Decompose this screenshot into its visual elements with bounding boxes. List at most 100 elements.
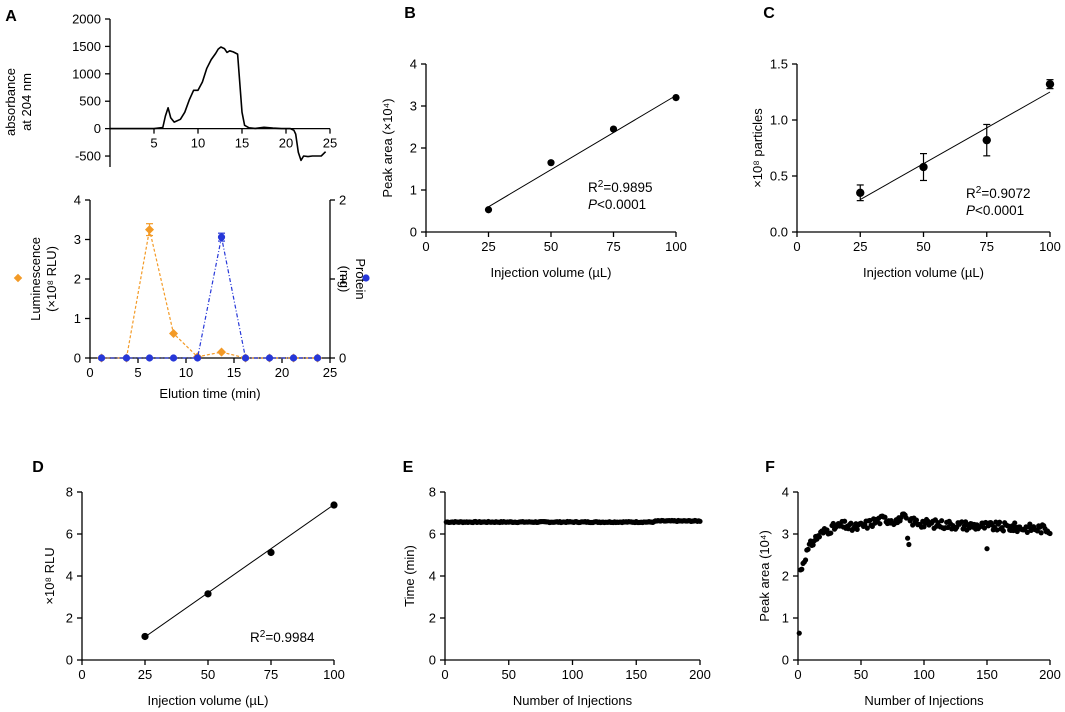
panel-f-point (997, 519, 1003, 525)
panel-c-xlabel: Injection volume (µL) (863, 265, 984, 280)
panel-c-x-tick-label-4: 100 (1039, 239, 1061, 254)
panel-f-point (877, 521, 883, 527)
panel-b-point (672, 94, 680, 102)
a-bottom-x-tick-label-0: 0 (86, 365, 93, 380)
a-bottom-x-tick-label-5: 25 (323, 365, 337, 380)
a-top-y-tick-label-4: 1500 (72, 39, 101, 54)
panel-f-xlabel: Number of Injections (864, 693, 984, 708)
a-bottom-ylabel-1: Luminescence (28, 237, 43, 321)
panel-c-point (856, 188, 865, 197)
panel-c-point (982, 135, 991, 145)
a-bottom-y2-tick-label-1: 1 (339, 272, 346, 287)
panel-c-y-tick-label-2: 1.0 (770, 113, 788, 128)
protein-line (101, 237, 318, 359)
panel-f-point (802, 557, 809, 563)
a-bottom-y-tick-label-1: 1 (74, 311, 81, 326)
panel-d-y-tick-label-0: 0 (66, 653, 73, 668)
panel-c-y-tick-label-1: 0.5 (770, 169, 788, 184)
protein-point (313, 354, 322, 362)
panel-f-point (906, 541, 912, 548)
panel-f-x-tick-label-0: 0 (794, 667, 801, 682)
a-top-x-tick-label-0: 5 (150, 136, 157, 151)
a-bottom-y-tick-label-0: 0 (74, 351, 81, 366)
panel-d-x-tick-label-0: 0 (78, 667, 85, 682)
panel-c-point (919, 162, 928, 172)
panel-f-point (854, 526, 860, 533)
panel-f-point (1047, 530, 1053, 537)
a-bottom-y2-tick-label-0: 0 (339, 351, 346, 366)
panel-b-x-tick-label-2: 50 (544, 239, 558, 254)
panel-c-y-tick-label-3: 1.5 (770, 57, 788, 72)
panel-f-point (799, 566, 805, 572)
panel-f-point (808, 538, 814, 544)
panel-d-xlabel: Injection volume (µL) (148, 693, 269, 708)
panel-d-point (267, 548, 275, 557)
panel-b-fit-line (488, 95, 677, 208)
panel-c-x-tick-label-3: 75 (980, 239, 994, 254)
panel-b-y-tick-label-1: 1 (410, 183, 417, 198)
panel-e-y-tick-label-0: 0 (429, 653, 436, 668)
a-bottom-y-tick-label-3: 3 (74, 232, 81, 247)
panel-d-y-tick-label-2: 4 (66, 569, 73, 584)
panel-f-point (828, 530, 834, 536)
panel-d-x-tick-label-3: 75 (264, 667, 278, 682)
panel-d-x-tick-label-2: 50 (201, 667, 215, 682)
absorbance-trace (110, 46, 327, 162)
protein-point (265, 354, 274, 362)
panel-f-y-tick-label-3: 3 (782, 527, 789, 542)
panel-c-point (1045, 79, 1055, 89)
panel-b-point (609, 125, 618, 133)
panel-f-point (810, 542, 816, 548)
panel-f-y-tick-label-2: 2 (782, 569, 789, 584)
panel-f-x-tick-label-4: 200 (1039, 667, 1061, 682)
panel-f-ylabel: Peak area (10⁴) (757, 530, 772, 622)
panel-label-c: C (763, 5, 775, 22)
panel-b-r2: R2=0.9895 (588, 179, 653, 195)
panel-label-a: A (5, 8, 17, 25)
panel-b-y-tick-label-0: 0 (410, 225, 417, 240)
luminescence-legend-marker (13, 273, 23, 283)
panel-b-y-tick-label-4: 4 (410, 57, 417, 72)
panel-f-point (864, 525, 870, 531)
protein-point (169, 354, 178, 362)
panel-d-point (141, 632, 149, 641)
protein-point (241, 354, 250, 362)
panel-f-point (796, 630, 802, 636)
panel-f-point (1005, 523, 1012, 529)
panel-d-y-tick-label-4: 8 (66, 485, 73, 500)
panel-f-point (1000, 528, 1006, 534)
panel-b-p: P<0.0001 (588, 197, 646, 212)
panel-b-x-tick-label-4: 100 (665, 239, 687, 254)
panel-b-x-tick-label-0: 0 (422, 239, 429, 254)
panel-d-x-tick-label-4: 100 (323, 667, 345, 682)
a-top-y-tick-label-1: 0 (94, 121, 101, 136)
panel-d-fit-line (144, 504, 335, 638)
panel-label-b: B (404, 5, 416, 22)
panel-e-point (697, 518, 703, 524)
panel-d-ylabel: ×10⁸ RLU (42, 547, 57, 604)
panel-c-fit-line (860, 91, 1051, 200)
panel-c-x-tick-label-0: 0 (793, 239, 800, 254)
panel-c-r2: R2=0.9072 (966, 185, 1031, 201)
a-bottom-x-tick-label-4: 20 (275, 365, 289, 380)
panel-b-x-tick-label-3: 75 (606, 239, 620, 254)
panel-f-point (903, 515, 909, 521)
protein-point (145, 354, 154, 362)
a-bottom-x-tick-label-3: 15 (227, 365, 241, 380)
panel-e-y-tick-label-2: 4 (429, 569, 436, 584)
panel-f-x-tick-label-2: 100 (913, 667, 935, 682)
luminescence-point (168, 328, 179, 339)
luminescence-point (216, 347, 227, 357)
panel-f-point (984, 546, 990, 552)
a-top-x-tick-label-2: 15 (235, 136, 249, 151)
panel-f-y-tick-label-1: 1 (782, 611, 789, 626)
a-top-y-tick-label-2: 500 (79, 94, 101, 109)
panel-e-y-tick-label-3: 6 (429, 527, 436, 542)
a-bottom-xlabel: Elution time (min) (159, 386, 260, 401)
a-bottom-ylabel-2: (×10⁸ RLU) (44, 246, 59, 312)
a-top-x-tick-label-4: 25 (323, 136, 337, 151)
panel-f-point (913, 517, 920, 523)
panel-b-xlabel: Injection volume (µL) (491, 265, 612, 280)
panel-d-point (330, 501, 338, 509)
